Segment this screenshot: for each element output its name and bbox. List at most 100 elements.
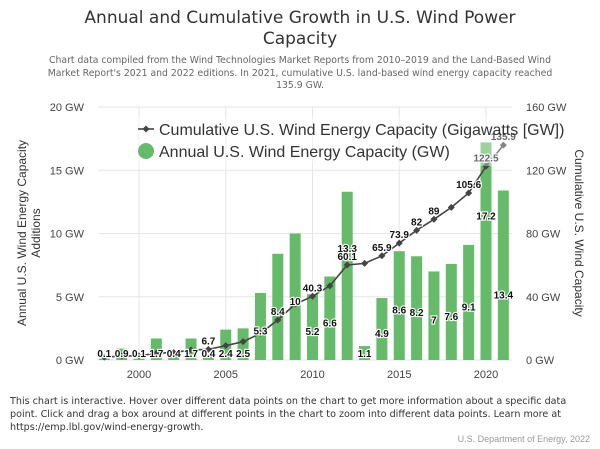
bar-value-label: 0.1	[97, 349, 111, 360]
y-right-tick-label: 120 GW	[526, 165, 567, 177]
line-labels: 6.7 40.3 60.1 65.9 73.982 89 105.6 122.5 135.9	[200, 131, 517, 348]
annual-bar[interactable]	[359, 346, 371, 360]
x-tick-label: 2000	[127, 369, 151, 381]
legend-bg	[134, 116, 574, 166]
y-right-tick-label: 0 GW	[526, 355, 555, 367]
bar-value-label: 13.4	[494, 290, 514, 301]
y-left-tick-label: 15 GW	[50, 165, 85, 177]
y-left-tick-label: 0 GW	[56, 355, 85, 367]
chart-title-line1: Annual and Cumulative Growth in U.S. Win…	[84, 8, 516, 28]
annual-bar[interactable]	[463, 244, 475, 360]
circle-marker-icon	[138, 143, 154, 159]
cumulative-point[interactable]	[447, 203, 455, 211]
x-tick-label: 2010	[300, 369, 324, 381]
bar-value-label: 13.3	[337, 244, 357, 255]
cumulative-value-label: 40.3	[303, 283, 323, 294]
cumulative-point[interactable]	[413, 226, 421, 234]
bar-value-label: 8.2	[410, 308, 424, 319]
cumulative-point[interactable]	[465, 189, 473, 197]
y-left-title-line1: Annual U.S. Wind Energy Capacity	[15, 140, 29, 326]
bar-value-label: 0.4	[201, 349, 215, 360]
cumulative-point[interactable]	[170, 349, 178, 357]
cumulative-point[interactable]	[361, 259, 369, 267]
annual-bar[interactable]	[307, 294, 318, 360]
cumulative-point[interactable]	[135, 352, 143, 360]
x-tick-label: 2015	[387, 369, 411, 381]
cumulative-point[interactable]	[239, 338, 247, 346]
cumulative-point[interactable]	[152, 349, 160, 357]
cumulative-value-label: 82	[411, 217, 423, 228]
cumulative-point[interactable]	[204, 345, 212, 353]
annual-bar[interactable]	[324, 276, 336, 360]
cumulative-point[interactable]	[222, 342, 230, 350]
y-right-tick-label: 160 GW	[526, 102, 567, 114]
annual-bar[interactable]	[202, 354, 214, 360]
y-left-tick-label: 10 GW	[50, 229, 85, 241]
bar-value-label: 6.6	[323, 318, 337, 329]
cumulative-point[interactable]	[430, 215, 438, 223]
y-right-tick-label: 40 GW	[526, 292, 561, 304]
cumulative-point[interactable]	[343, 261, 351, 269]
bar-value-label: 0.1	[132, 349, 146, 360]
bar-value-label: 5.2	[306, 327, 320, 338]
axes: 0 GW 5 GW 10 GW 15 GW 20 GW 0 GW 40 GW 80 GW 120…	[15, 102, 586, 381]
bar-value-label: 1.7	[149, 349, 163, 360]
annual-bar[interactable]	[393, 251, 405, 360]
annual-bar[interactable]	[428, 271, 440, 360]
annual-bar[interactable]	[272, 253, 284, 360]
annual-bar[interactable]	[376, 298, 388, 360]
y-left-title-line2: Additions	[29, 208, 43, 257]
annual-bar[interactable]	[254, 292, 266, 360]
legend[interactable]: Cumulative U.S. Wind Energy Capacity (Gi…	[134, 116, 574, 166]
bar-value-label: 4.9	[375, 329, 389, 340]
cumulative-value-label: 6.7	[201, 336, 215, 347]
annual-bar[interactable]	[289, 233, 301, 361]
cumulative-point[interactable]	[256, 329, 264, 337]
annual-bar[interactable]	[497, 190, 509, 360]
annual-bar[interactable]	[341, 191, 353, 360]
cumulative-value-label: 65.9	[372, 243, 392, 254]
y-left-axis-title: Annual U.S. Wind Energy Capacity Addition…	[15, 140, 43, 326]
y-left-tick-label: 20 GW	[50, 102, 85, 114]
cumulative-point[interactable]	[326, 282, 334, 290]
legend-label: Annual U.S. Wind Energy Capacity (GW)	[159, 144, 450, 161]
y-right-axis-title: Cumulative U.S. Wind Capacity	[572, 149, 586, 316]
annual-bar[interactable]	[168, 354, 180, 360]
cumulative-point[interactable]	[482, 162, 490, 170]
cumulative-point[interactable]	[291, 300, 299, 308]
y-right-title-text: Cumulative U.S. Wind Capacity	[572, 149, 586, 316]
cumulative-value-label: 89	[428, 206, 440, 217]
annual-bar[interactable]	[411, 256, 423, 360]
x-tick-label: 2005	[214, 369, 238, 381]
cumulative-value-label: 135.9	[491, 132, 516, 143]
cumulative-value-label: 60.1	[337, 252, 357, 263]
bar-value-label: 10	[290, 297, 302, 308]
bar-value-label: 17.2	[476, 211, 496, 222]
annual-bar[interactable]	[480, 142, 492, 360]
line-series	[100, 141, 507, 361]
cumulative-point[interactable]	[118, 352, 126, 360]
chart-title-line2: Capacity	[262, 29, 338, 49]
bar-value-label: 0.4	[167, 349, 181, 360]
annual-bar[interactable]	[445, 263, 457, 360]
cumulative-value-label: 105.6	[456, 180, 481, 191]
legend-item-annual[interactable]: Annual U.S. Wind Energy Capacity (GW)	[138, 143, 450, 161]
annual-bar[interactable]	[150, 338, 162, 360]
bar-value-label: 0.9	[115, 349, 129, 360]
bar-value-label: 8.6	[392, 306, 406, 317]
cumulative-point[interactable]	[378, 252, 386, 260]
cumulative-point[interactable]	[499, 141, 507, 149]
cumulative-point[interactable]	[100, 353, 108, 361]
diamond-marker-icon	[142, 125, 150, 133]
cumulative-point[interactable]	[309, 292, 316, 300]
cumulative-point[interactable]	[274, 316, 282, 324]
cumulative-point[interactable]	[187, 346, 195, 354]
bar-value-label: 9.1	[462, 302, 476, 313]
legend-item-cumulative[interactable]: Cumulative U.S. Wind Energy Capacity (Gi…	[138, 122, 564, 139]
legend-label: Cumulative U.S. Wind Energy Capacity (Gi…	[159, 122, 564, 139]
cumulative-point[interactable]	[395, 239, 403, 247]
bar-value-label: 1.1	[358, 349, 372, 360]
y-right-tick-label: 80 GW	[526, 229, 561, 241]
bar-labels: 0.1 0.9 0.1 1.7 0.4 1.7 0.4 2.4 2.55.38.4105.26.…	[96, 210, 514, 361]
